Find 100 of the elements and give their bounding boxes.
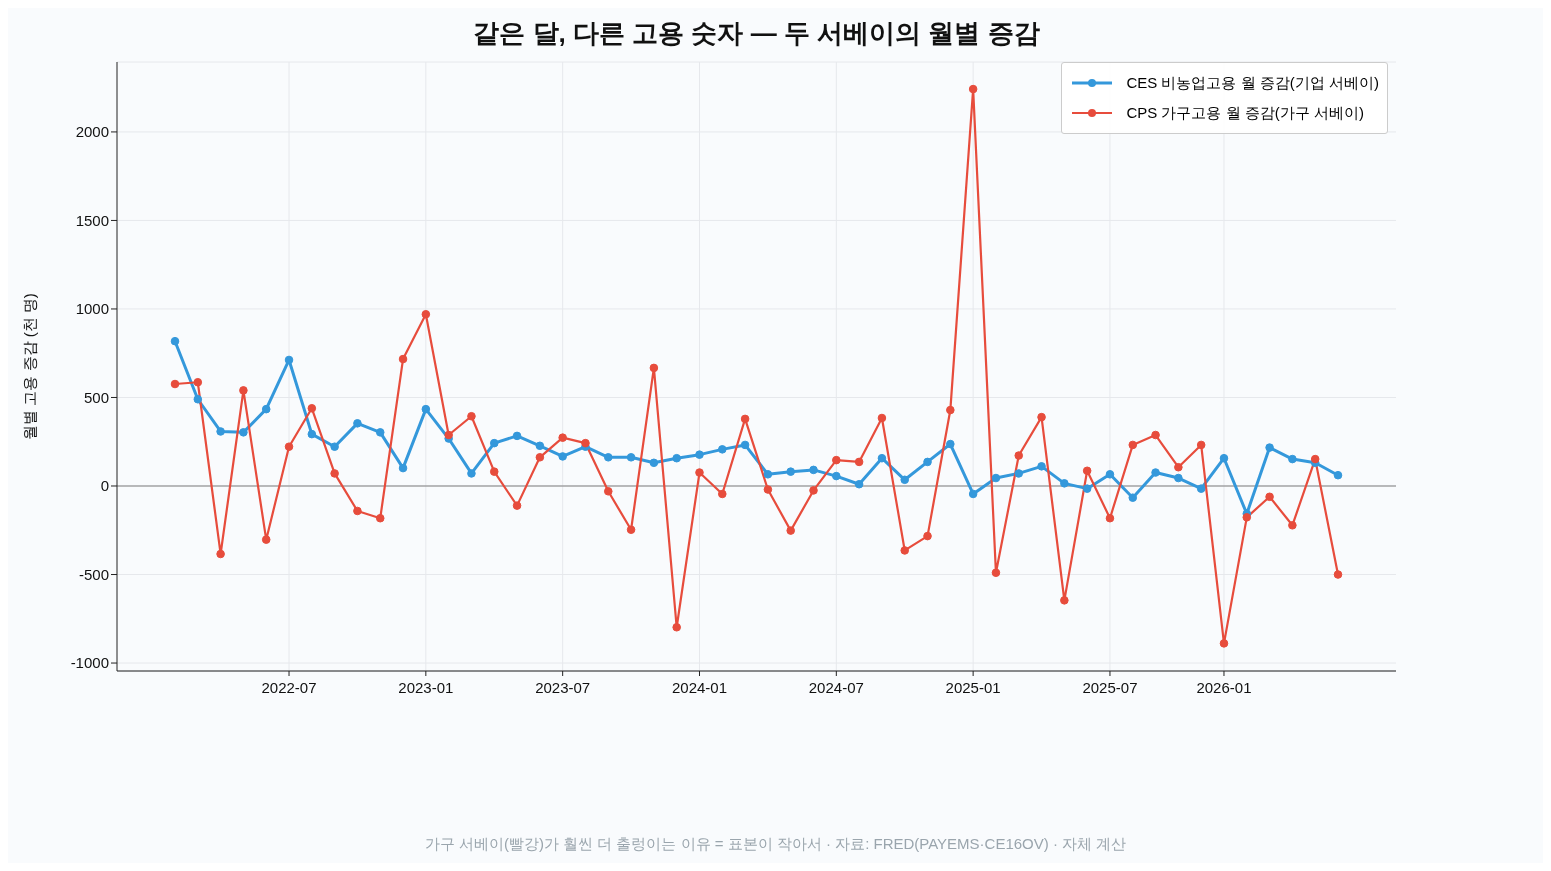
point	[1014, 469, 1024, 478]
point	[695, 450, 704, 459]
point	[923, 531, 932, 541]
text: 가구 서베이(빨강)가 훨씬 더 출렁이는 이유 = 표본이 작아서 · 자료: FRED(PAYEMS·CE16OV) · 자체 계산	[423, 835, 1128, 854]
point	[170, 379, 180, 389]
point	[239, 386, 248, 395]
y-tick-label: 500	[83, 388, 109, 406]
point	[1196, 440, 1206, 450]
point	[1128, 440, 1138, 450]
point	[786, 467, 796, 476]
point	[375, 428, 385, 437]
y-tick-label: 1000	[75, 300, 109, 318]
point	[581, 438, 590, 448]
point	[991, 473, 1001, 483]
point	[854, 479, 864, 489]
point	[1105, 513, 1115, 523]
point	[261, 404, 271, 414]
point	[649, 363, 659, 373]
point	[1060, 596, 1069, 605]
point	[1151, 468, 1160, 477]
y-tick-label: 0	[100, 477, 109, 495]
point	[695, 468, 704, 477]
point	[1242, 513, 1252, 522]
point	[649, 458, 659, 468]
point	[1037, 462, 1046, 471]
point	[489, 467, 499, 476]
y-tick-label: 2000	[75, 123, 109, 141]
point	[307, 429, 317, 439]
point	[193, 377, 203, 387]
point	[603, 487, 613, 496]
point	[626, 453, 636, 462]
point	[1037, 412, 1046, 422]
point	[717, 489, 727, 499]
point	[763, 470, 773, 479]
point	[877, 453, 887, 463]
point	[1060, 479, 1069, 488]
point	[467, 469, 476, 478]
point	[261, 535, 271, 544]
point	[1333, 470, 1343, 480]
legend-label: CPS 가구고용 월 증감(가구 서베이)	[1126, 103, 1364, 123]
point	[1151, 430, 1160, 440]
point	[626, 525, 636, 535]
point	[740, 440, 750, 450]
point	[467, 411, 476, 421]
x-tick-label: 2024-07	[808, 679, 864, 696]
x-tick-label: 2023-01	[398, 679, 454, 696]
point	[307, 403, 317, 413]
point	[900, 546, 910, 555]
point	[1128, 493, 1138, 502]
point	[1014, 451, 1024, 460]
point	[558, 452, 567, 461]
x-tick-label: 2022-07	[261, 679, 317, 696]
point	[353, 506, 362, 516]
point	[1288, 454, 1297, 464]
point	[603, 453, 613, 462]
point	[193, 394, 203, 404]
point	[968, 489, 978, 499]
legend-label: CES 비농업고용 월 증감(기업 서베이)	[1126, 73, 1379, 93]
point	[330, 442, 339, 451]
point	[809, 486, 818, 495]
x-tick-label: 2024-01	[671, 679, 728, 696]
point	[375, 513, 385, 523]
point	[717, 445, 727, 454]
point	[854, 457, 864, 467]
point	[558, 433, 567, 442]
point	[170, 336, 180, 346]
point	[1288, 521, 1297, 530]
y-tick-label: -500	[78, 565, 109, 583]
point	[740, 414, 750, 424]
x-tick-label: 2026-01	[1196, 679, 1252, 696]
point	[444, 430, 453, 440]
point	[1265, 492, 1274, 502]
point	[1265, 443, 1274, 452]
point	[284, 355, 294, 365]
x-tick-label: 2025-07	[1082, 679, 1138, 696]
point	[239, 428, 248, 437]
chart-title: 같은 달, 다른 고용 숫자 — 두 서베이의 월별 증감	[472, 17, 1041, 50]
point	[216, 427, 225, 436]
point	[1174, 473, 1183, 483]
point	[877, 413, 887, 423]
point	[763, 485, 773, 494]
point	[809, 465, 818, 475]
point	[1310, 454, 1320, 464]
point	[330, 469, 339, 478]
point	[991, 568, 1001, 578]
point	[353, 419, 362, 428]
y-tick-label: 1500	[75, 211, 109, 229]
point	[284, 442, 294, 451]
point	[832, 455, 841, 465]
point	[672, 622, 681, 632]
point	[900, 475, 910, 485]
x-tick-label: 2025-01	[945, 679, 1001, 696]
point	[1333, 570, 1343, 579]
point	[535, 453, 545, 462]
point	[832, 471, 841, 481]
point	[1174, 462, 1183, 472]
point	[1105, 470, 1115, 479]
point	[216, 549, 225, 559]
point	[968, 84, 978, 94]
point	[398, 354, 408, 364]
